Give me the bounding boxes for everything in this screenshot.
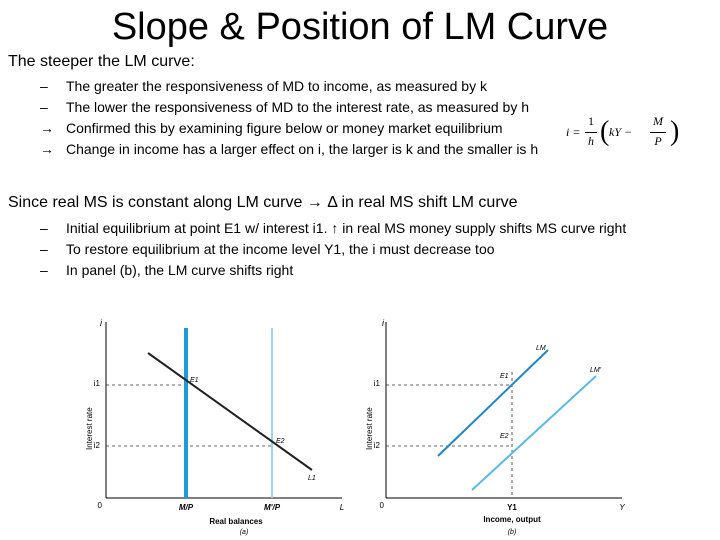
panel-caption: (a) — [240, 529, 249, 536]
tick-real-money-supply: M/P — [179, 503, 194, 512]
bullet-list-steepness: – The greater the responsiveness of MD to… — [40, 76, 538, 160]
point-e1-label: E1 — [190, 377, 199, 384]
dash-marker: – — [40, 241, 48, 257]
bullet-item: – In panel (b), the LM curve shifts right — [40, 260, 626, 281]
origin-label: 0 — [380, 501, 385, 510]
bracket-right: ) — [670, 116, 680, 147]
bracket-left: ( — [600, 116, 610, 147]
x-axis-title: Real balances — [209, 517, 263, 526]
bullet-text: Change in income has a larger effect on … — [66, 141, 539, 157]
fraction-bar — [650, 132, 666, 133]
section-heading-steeper: The steeper the LM curve: — [8, 53, 195, 70]
bullet-text: Confirmed this by examining figure below… — [66, 120, 503, 136]
tick-new-real-money-supply: M'/P — [264, 503, 281, 512]
bullet-item: – To restore equilibrium at the income le… — [40, 239, 626, 260]
tick-i2: i2 — [94, 441, 101, 450]
bullet-text: In panel (b), the LM curve shifts right — [66, 262, 294, 278]
bullet-item: → Change in income has a larger effect on… — [40, 139, 538, 160]
money-demand-curve — [147, 352, 313, 471]
money-market-graph: i Interest rate i1 i2 0 E1 E2 L1 M/P M'/… — [85, 318, 344, 536]
lm-curve-label: LM — [536, 345, 546, 352]
bullet-text: The lower the responsiveness of MD to th… — [66, 99, 530, 115]
tick-i2: i2 — [374, 441, 381, 450]
demand-curve-label: L1 — [308, 475, 316, 482]
bullet-text: To restore equilibrium at the income lev… — [66, 241, 495, 257]
bullet-text: Initial equilibrium at point E1 w/ inter… — [66, 220, 627, 236]
dash-marker: – — [40, 220, 48, 236]
equation-lhs: i = — [566, 125, 581, 139]
slide-title: Slope & Position of LM Curve — [111, 6, 609, 48]
y-axis-symbol: i — [100, 318, 103, 328]
x-axis-end-label: L — [340, 503, 344, 512]
bullet-item: – The lower the responsiveness of MD to t… — [40, 97, 538, 118]
dash-marker: – — [40, 99, 48, 115]
dash-marker: – — [40, 78, 48, 94]
bullet-list-shift: – Initial equilibrium at point E1 w/ inte… — [40, 218, 626, 281]
fraction-denominator: h — [588, 134, 594, 148]
point-e1-label: E1 — [500, 373, 509, 380]
y-axis-symbol: i — [382, 318, 385, 328]
bullet-item: – Initial equilibrium at point E1 w/ inte… — [40, 218, 626, 239]
lm-equation: i = 1 h ( kY − M P ) — [566, 112, 684, 154]
x-axis-end-label: Y — [619, 503, 625, 512]
y-axis-title: Interest rate — [365, 407, 374, 450]
lm-prime-curve-label: LM' — [590, 367, 602, 374]
fraction-denominator: P — [654, 134, 662, 148]
tick-i1: i1 — [94, 379, 101, 388]
bullet-item: – The greater the responsiveness of MD to… — [40, 76, 538, 97]
y-axis-title: Interest rate — [85, 407, 94, 450]
origin-label: 0 — [98, 501, 103, 510]
bullet-text: The greater the responsiveness of MD to … — [66, 78, 487, 94]
arrow-marker: → — [40, 141, 54, 157]
equation-middle: kY − — [609, 125, 633, 139]
tick-i1: i1 — [374, 379, 381, 388]
tick-y1: Y1 — [507, 503, 517, 512]
dash-marker: – — [40, 262, 48, 278]
section-heading-shift: Since real MS is constant along LM curve… — [8, 194, 518, 211]
lm-curve-new — [471, 375, 597, 491]
fraction-numerator: 1 — [588, 114, 594, 128]
lm-curve-graph: i Interest rate i1 i2 0 LM LM' E1 E2 Y1 … — [365, 318, 625, 536]
arrow-marker: → — [40, 120, 54, 136]
panel-caption: (b) — [508, 529, 517, 536]
fraction-bar — [585, 132, 597, 133]
fraction-numerator: M — [653, 114, 663, 128]
bullet-item: → Confirmed this by examining figure belo… — [40, 118, 538, 139]
lm-curve-old — [437, 349, 549, 457]
point-e2-label: E2 — [500, 433, 509, 440]
point-e2-label: E2 — [276, 438, 285, 445]
x-axis-title: Income, output — [483, 515, 541, 524]
